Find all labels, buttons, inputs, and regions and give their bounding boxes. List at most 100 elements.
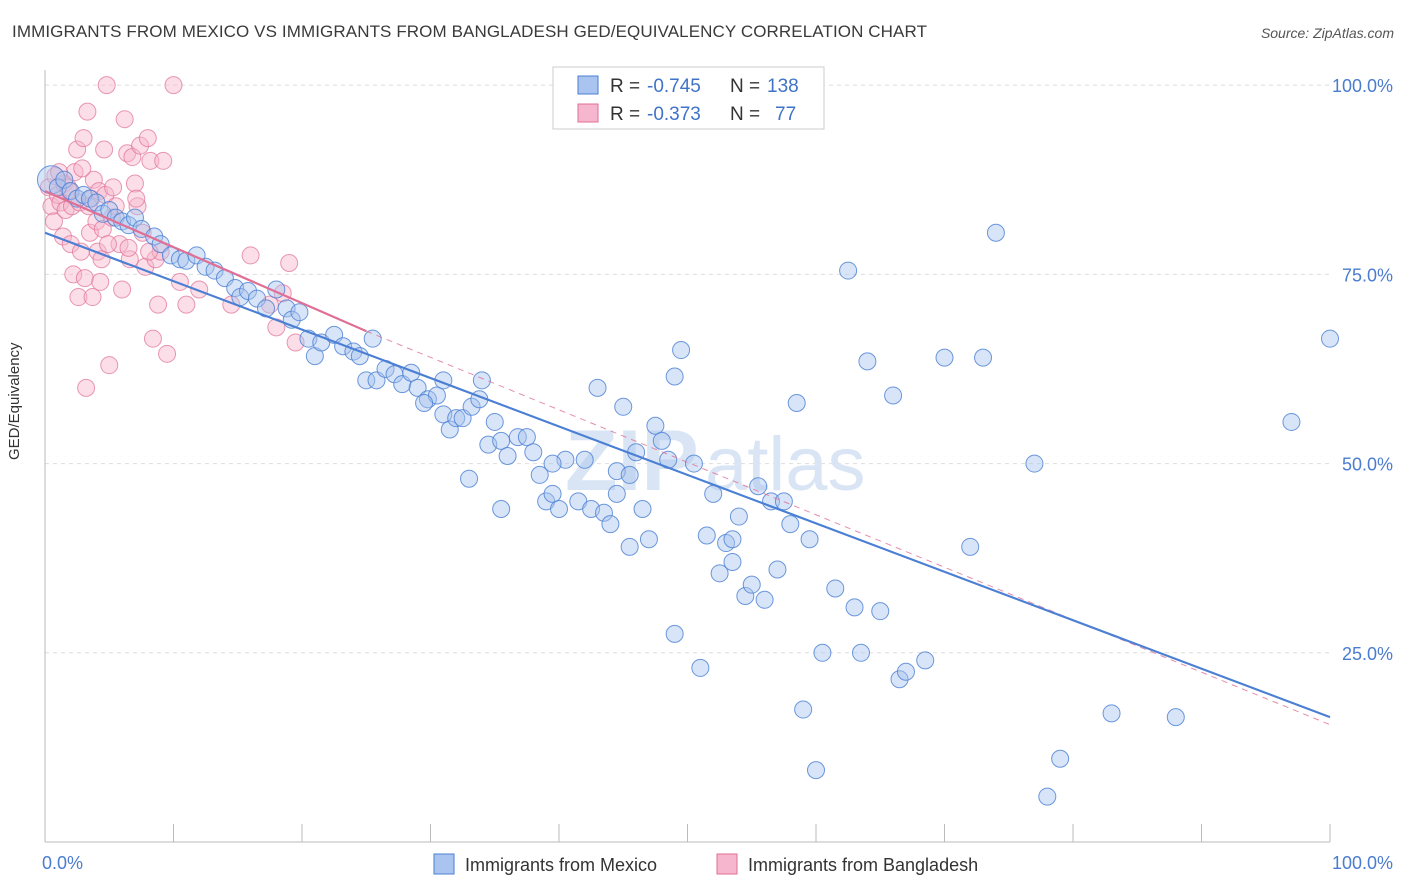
watermark: ZIP atlas xyxy=(565,413,866,509)
data-point-mexico xyxy=(530,465,549,484)
chart-title: IMMIGRANTS FROM MEXICO VS IMMIGRANTS FRO… xyxy=(12,22,928,41)
data-point-mexico xyxy=(986,223,1005,242)
data-point-mexico xyxy=(524,443,543,462)
data-point-mexico xyxy=(935,348,954,367)
data-point-mexico xyxy=(851,643,870,662)
x-tick-label: 100.0% xyxy=(1332,853,1393,873)
data-point-mexico xyxy=(460,469,479,488)
data-point-bangladesh xyxy=(149,295,168,314)
legend-n-label-bangladesh: N = xyxy=(730,104,760,125)
y-tick-label: 25.0% xyxy=(1342,644,1393,664)
data-point-mexico xyxy=(614,397,633,416)
data-point-bangladesh xyxy=(100,356,119,375)
x-tick-label: 0.0% xyxy=(42,853,83,873)
data-point-bangladesh xyxy=(68,140,87,159)
data-point-bangladesh xyxy=(96,185,115,204)
data-point-mexico xyxy=(652,431,671,450)
correlation-legend: R = -0.745 N = 138 R = -0.373 N = 77 xyxy=(552,66,825,130)
data-point-bangladesh xyxy=(74,129,93,148)
data-point-bangladesh xyxy=(78,102,97,121)
data-point-mexico xyxy=(1025,454,1044,473)
legend-swatch-mexico-bottom xyxy=(433,853,455,875)
data-point-mexico xyxy=(472,371,491,390)
data-point-mexico xyxy=(415,394,434,413)
data-point-mexico xyxy=(890,670,909,689)
data-point-bangladesh xyxy=(115,110,134,129)
data-point-bangladesh xyxy=(280,254,299,272)
data-point-mexico xyxy=(896,662,915,681)
data-point-bangladesh xyxy=(75,269,94,288)
data-point-mexico xyxy=(813,643,832,662)
gridlines xyxy=(45,84,1330,654)
legend-r-label-mexico: R = xyxy=(610,76,640,97)
data-point-mexico xyxy=(447,409,466,428)
data-point-mexico xyxy=(884,386,903,405)
data-point-mexico xyxy=(858,352,877,371)
data-point-mexico xyxy=(1038,787,1057,806)
data-point-mexico xyxy=(363,329,382,348)
data-point-mexico xyxy=(710,564,729,583)
data-point-mexico xyxy=(871,602,890,621)
data-point-bangladesh xyxy=(154,151,173,170)
data-point-bangladesh xyxy=(119,238,138,257)
data-point-bangladesh xyxy=(44,212,63,231)
data-point-mexico xyxy=(646,416,665,435)
trendline-bangladesh-extension xyxy=(366,330,1331,726)
data-point-mexico xyxy=(749,477,768,496)
legend-n-value-bangladesh: 77 xyxy=(775,104,796,125)
data-point-mexico xyxy=(248,289,267,308)
data-point-mexico xyxy=(498,447,517,465)
data-point-bangladesh xyxy=(127,189,146,208)
tick-labels: 25.0% 50.0% 75.0% 100.0% 0.0% 100.0% xyxy=(42,76,1393,873)
data-point-bangladesh xyxy=(141,151,160,170)
data-point-mexico xyxy=(239,282,258,301)
data-point-mexico xyxy=(684,454,703,473)
data-point-mexico xyxy=(794,700,813,719)
legend-r-label-bangladesh: R = xyxy=(610,104,640,125)
trend-lines xyxy=(44,190,1331,726)
data-point-bangladesh xyxy=(128,197,147,216)
data-point-mexico xyxy=(742,575,761,594)
data-point-mexico xyxy=(543,454,562,473)
data-point-mexico xyxy=(1282,412,1301,431)
data-point-mexico xyxy=(594,503,613,522)
data-point-mexico xyxy=(485,412,504,431)
trendline-mexico xyxy=(44,231,1331,719)
data-point-mexico xyxy=(723,552,742,571)
data-point-mexico xyxy=(723,530,742,549)
y-tick-label: 75.0% xyxy=(1342,265,1393,285)
data-point-mexico xyxy=(961,537,980,556)
data-point-mexico xyxy=(781,515,800,534)
data-point-bangladesh xyxy=(64,265,83,284)
data-point-mexico xyxy=(672,341,691,360)
data-point-bangladesh xyxy=(97,76,116,95)
legend-swatch-bangladesh xyxy=(577,103,599,123)
legend-r-value-bangladesh: -0.373 xyxy=(647,104,701,125)
data-point-bangladesh xyxy=(143,329,162,348)
legend-n-value-mexico: 138 xyxy=(767,76,799,97)
data-point-bangladesh xyxy=(158,344,177,363)
data-point-mexico xyxy=(462,397,481,416)
data-point-mexico xyxy=(768,560,787,579)
data-point-mexico xyxy=(755,590,774,609)
data-point-mexico xyxy=(691,658,710,677)
data-point-mexico xyxy=(916,651,935,670)
data-point-mexico xyxy=(665,624,684,643)
data-point-mexico xyxy=(607,484,626,503)
data-point-bangladesh xyxy=(91,272,110,291)
data-point-mexico xyxy=(736,587,755,606)
data-point-bangladesh xyxy=(125,174,144,193)
data-point-mexico xyxy=(1166,708,1185,727)
data-point-mexico xyxy=(357,371,376,390)
data-point-bangladesh xyxy=(73,159,92,178)
data-point-mexico xyxy=(807,761,825,780)
data-point-bangladesh xyxy=(177,295,196,314)
source-credit: Source: ZipAtlas.com xyxy=(1260,25,1394,41)
y-tick-label: 100.0% xyxy=(1332,76,1393,96)
data-point-mexico xyxy=(1321,329,1339,348)
data-point-mexico xyxy=(787,394,806,413)
data-point-mexico xyxy=(550,499,568,518)
data-point-mexico xyxy=(517,428,536,447)
data-point-mexico xyxy=(639,530,658,549)
legend-label-mexico: Immigrants from Mexico xyxy=(465,855,657,875)
